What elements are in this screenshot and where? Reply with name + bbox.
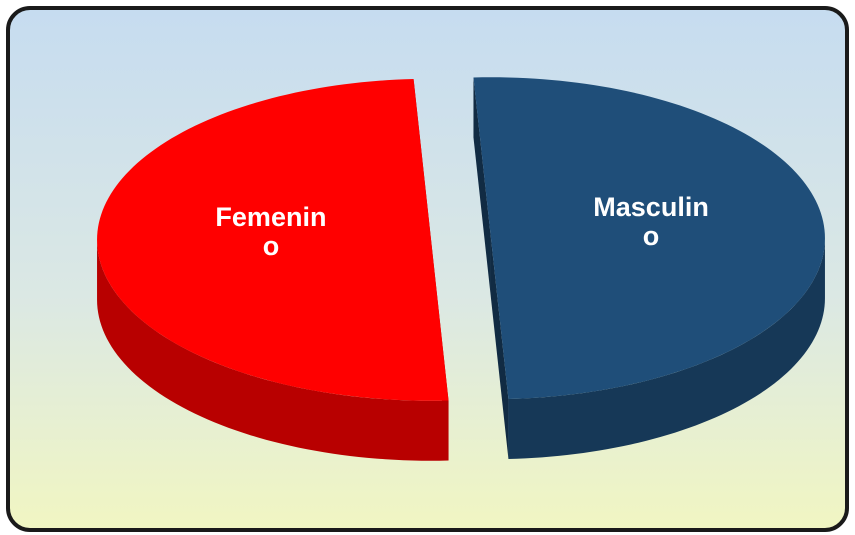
slice — [97, 78, 449, 401]
slice-side — [508, 238, 825, 460]
slice-label: Femenino — [215, 201, 327, 261]
slice-label: Masculino — [593, 192, 709, 252]
pie — [97, 77, 825, 461]
slice-cut-wall — [490, 238, 509, 460]
slice — [473, 77, 825, 400]
slice-cut-wall — [473, 77, 491, 299]
slice-side — [97, 239, 449, 461]
